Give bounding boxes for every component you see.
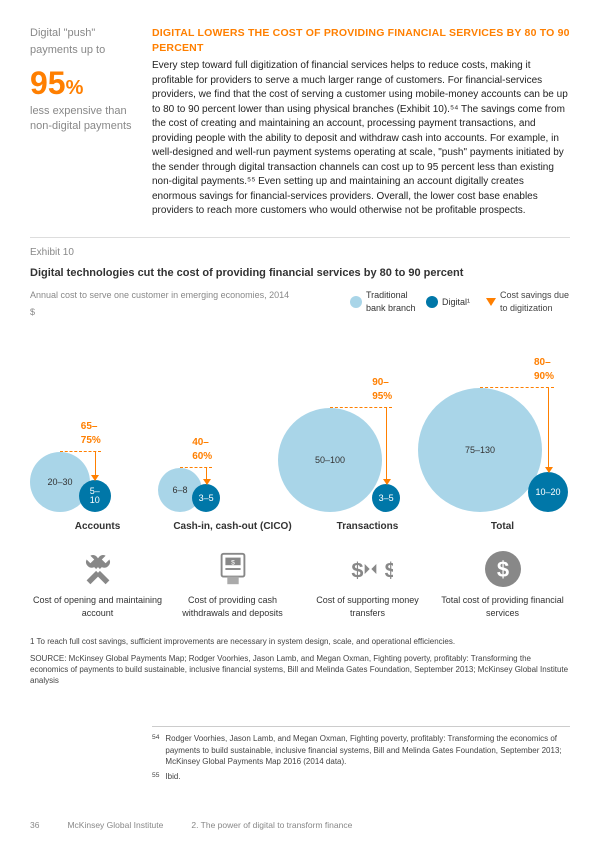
big-percent: 95% <box>30 61 138 106</box>
savings-label: 80–90% <box>534 356 554 384</box>
category-cash-in-cash-out-cico-: Cash-in, cash-out (CICO) $ Cost of providi… <box>165 520 300 619</box>
svg-text:$: $ <box>496 557 508 582</box>
page-footer: 36 McKinsey Global Institute 2. The powe… <box>30 820 570 832</box>
chart-subtitle: Annual cost to serve one customer in eme… <box>30 289 289 302</box>
category-desc: Cost of opening and maintaining account <box>30 594 165 619</box>
source-note: SOURCE: McKinsey Global Payments Map; Ro… <box>30 653 570 687</box>
legend-traditional-icon <box>350 296 362 308</box>
category-transactions: Transactions$$Cost of supporting money t… <box>300 520 435 619</box>
sidebar-lead: Digital "push" <box>30 26 138 41</box>
total-icon: $ <box>435 548 570 590</box>
reference-item: 54Rodger Voorhies, Jason Lamb, and Megan… <box>152 733 570 767</box>
wrench-icon <box>30 548 165 590</box>
chart-unit: $ <box>30 306 289 319</box>
savings-label: 65–75% <box>81 420 101 448</box>
category-title: Transactions <box>300 520 435 542</box>
references: 54Rodger Voorhies, Jason Lamb, and Megan… <box>152 726 570 782</box>
category-desc: Total cost of providing financial servic… <box>435 594 570 619</box>
legend-digital-icon <box>426 296 438 308</box>
svg-text:$: $ <box>351 558 363 583</box>
atm-icon: $ <box>165 548 300 590</box>
sidebar-sub: less expensive than non-digital payments <box>30 104 138 135</box>
svg-text:$: $ <box>231 560 235 567</box>
category-title: Cash-in, cash-out (CICO) <box>165 520 300 542</box>
traditional-bubble: 50–100 <box>278 408 382 512</box>
traditional-bubble: 75–130 <box>418 388 542 512</box>
digital-bubble: 5– 10 <box>79 480 111 512</box>
section-heading: DIGITAL LOWERS THE COST OF PROVIDING FIN… <box>152 26 570 55</box>
savings-label: 40–60% <box>192 436 212 464</box>
chart-title: Digital technologies cut the cost of pro… <box>30 266 570 281</box>
page-number: 36 <box>30 820 39 832</box>
savings-arrow <box>206 468 207 484</box>
svg-text:$: $ <box>384 558 392 583</box>
savings-label: 90–95% <box>372 376 392 404</box>
digital-bubble: 10–20 <box>528 472 568 512</box>
legend-savings-icon <box>486 298 496 306</box>
savings-arrow <box>548 388 549 472</box>
category-row: Accounts Cost of opening and maintaining … <box>30 520 570 619</box>
category-title: Accounts <box>30 520 165 542</box>
sidebar-lead2: payments up to <box>30 43 138 58</box>
chart-footnote: 1 To reach full cost savings, sufficient… <box>30 630 570 647</box>
exhibit-label: Exhibit 10 <box>30 237 570 260</box>
digital-bubble: 3–5 <box>192 484 220 512</box>
category-title: Total <box>435 520 570 542</box>
category-desc: Cost of supporting money transfers <box>300 594 435 619</box>
body-paragraph: Every step toward full digitization of f… <box>152 59 570 219</box>
footer-chapter: 2. The power of digital to transform fin… <box>191 820 352 832</box>
digital-bubble: 3–5 <box>372 484 400 512</box>
category-desc: Cost of providing cash withdrawals and d… <box>165 594 300 619</box>
legend: Traditional bank branch Digital¹ Cost sa… <box>350 289 570 314</box>
savings-arrow <box>95 452 96 480</box>
bubble-chart: 20–305– 1065–75%6–83–540–60%50–1003–590–… <box>30 328 570 512</box>
savings-arrow <box>386 408 387 484</box>
category-total: Total $ Total cost of providing financial … <box>435 520 570 619</box>
footer-org: McKinsey Global Institute <box>67 820 163 832</box>
dollar-icon: $$ <box>300 548 435 590</box>
sidebar-callout: Digital "push" payments up to 95% less e… <box>30 26 138 219</box>
category-accounts: Accounts Cost of opening and maintaining … <box>30 520 165 619</box>
reference-item: 55Ibid. <box>152 771 570 782</box>
